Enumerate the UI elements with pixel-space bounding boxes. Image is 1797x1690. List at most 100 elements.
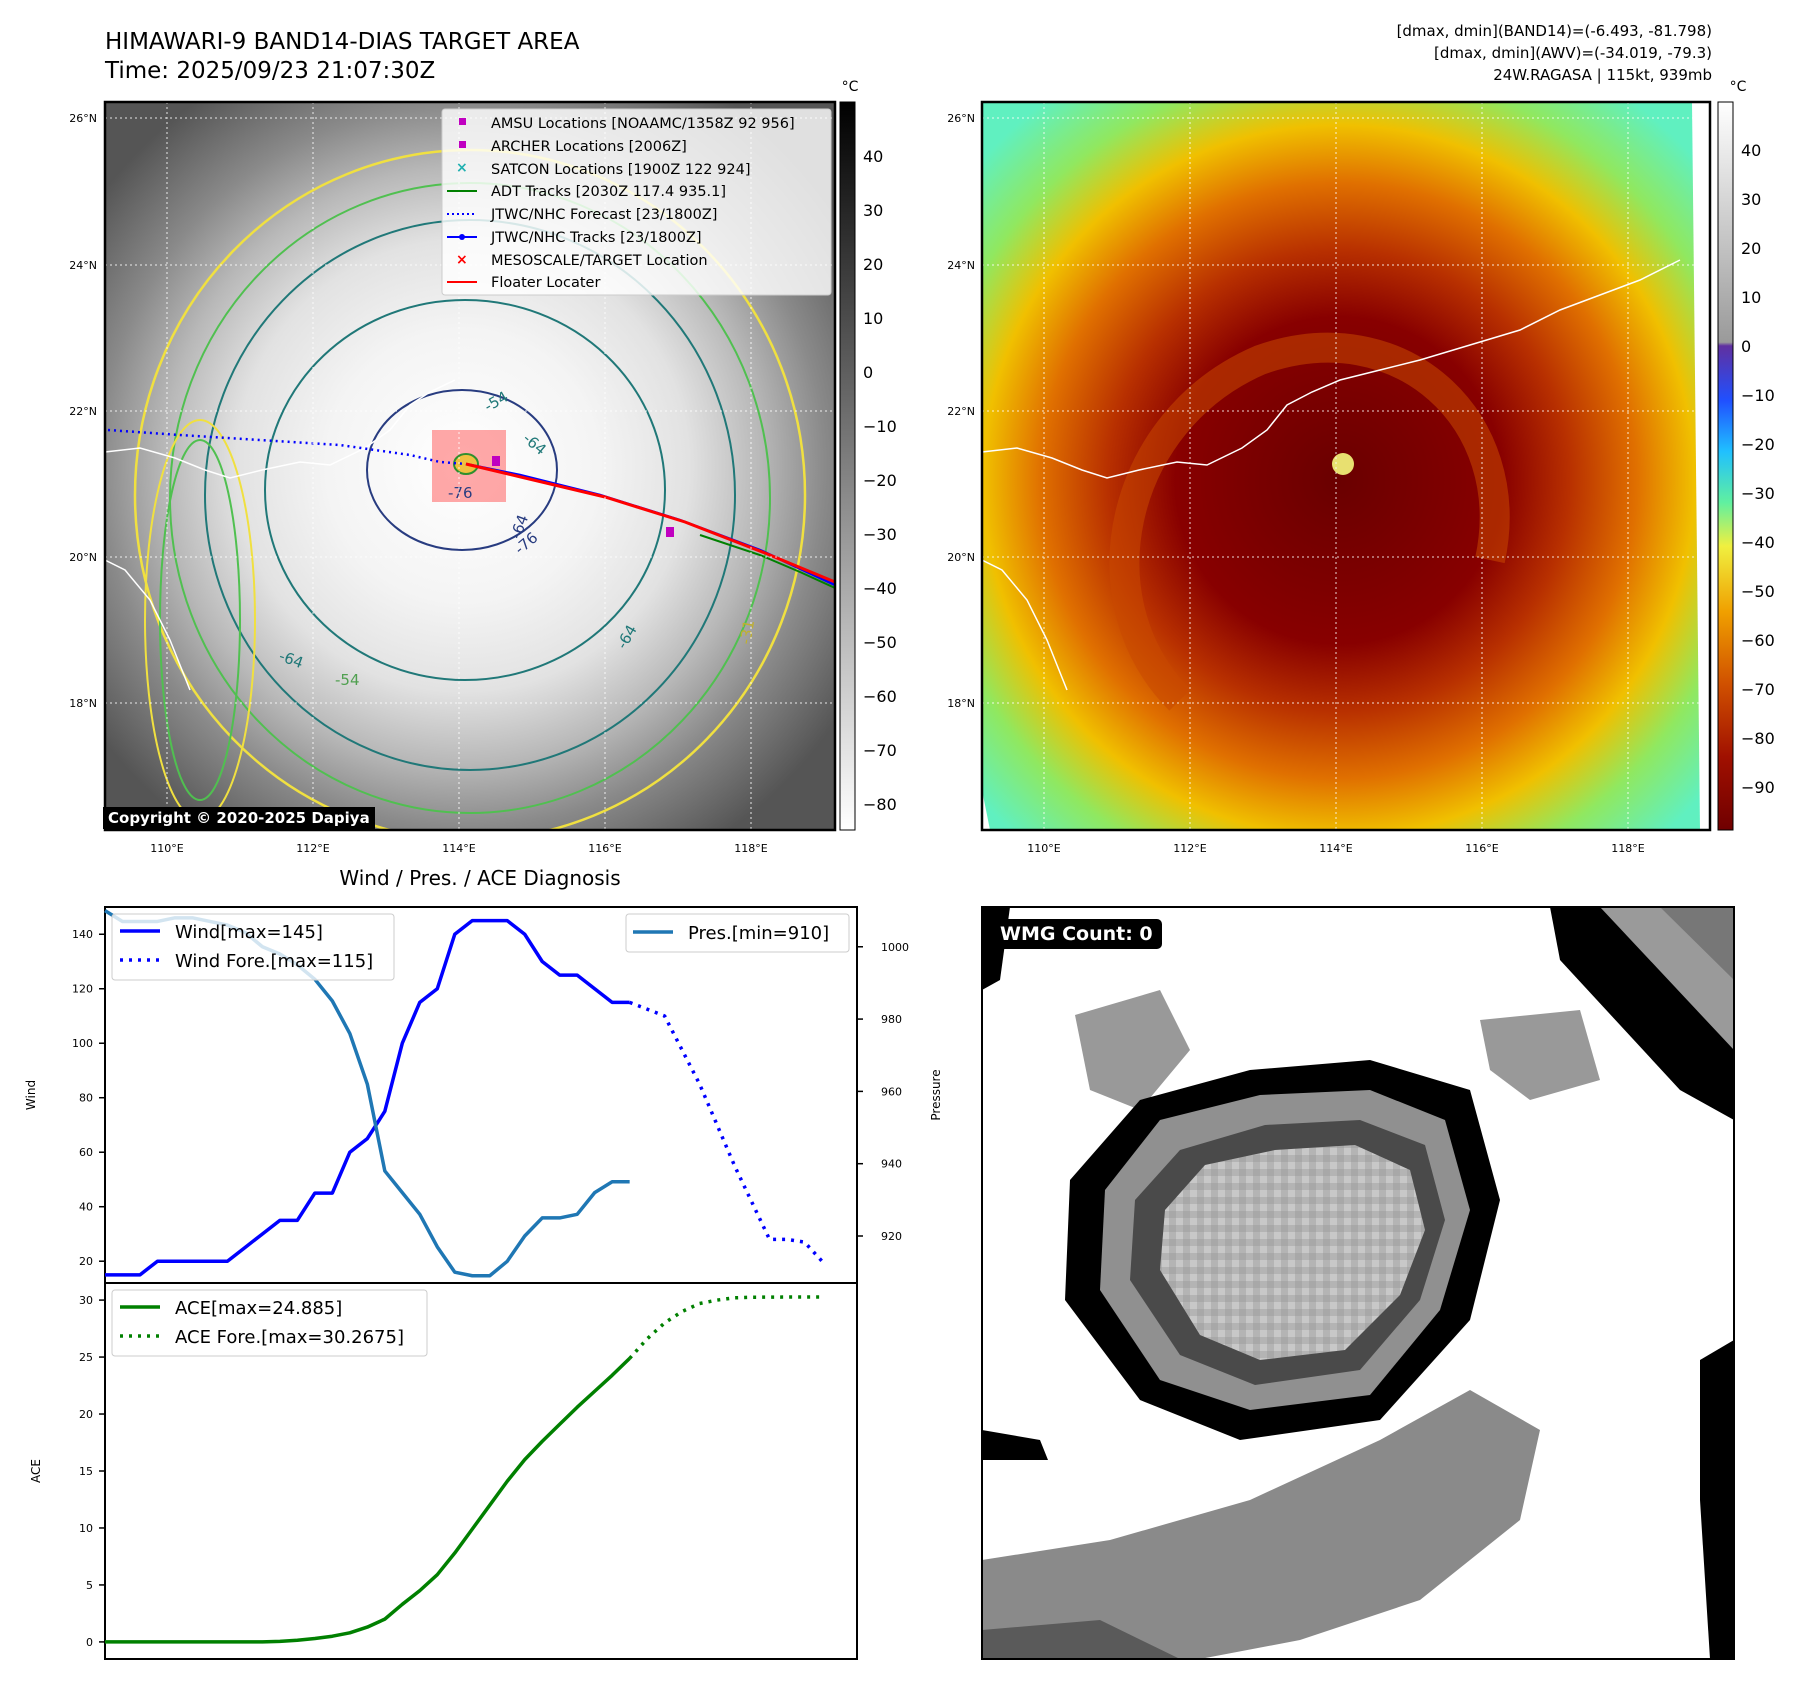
colorbar-tick: −80: [1741, 729, 1775, 748]
wmg-black-sliver: [1700, 1340, 1734, 1659]
contour-teal-inner: [264, 299, 666, 681]
colorbar-tick: 10: [863, 309, 883, 328]
series-line-ace-fore-: [628, 1295, 823, 1360]
legend-label-ace-fore: ACE Fore.[max=30.2675]: [175, 1327, 404, 1348]
colorbar-tick: 10: [1741, 288, 1761, 307]
series-line-wind-fore-: [629, 1000, 824, 1263]
awv-coastline: [982, 259, 1681, 691]
pressure-axis-label: Pressure: [929, 1069, 943, 1120]
ace-tick-label: 10: [79, 1522, 93, 1535]
ir-colorbar: [839, 101, 856, 831]
legend-label-adt: ADT Tracks [2030Z 117.4 935.1]: [491, 184, 726, 200]
colorbar-tick: 30: [863, 201, 883, 220]
pressure-y-ticks: 920 940 960 980 1000: [857, 941, 909, 1243]
pressure-legend-box: [625, 913, 850, 953]
colorbar-tick: −20: [1741, 435, 1775, 454]
wind-tick-label: 20: [79, 1255, 93, 1268]
colorbar-tick: −70: [1741, 680, 1775, 699]
floater-locater-track: [465, 462, 835, 584]
colorbar-tick: −40: [1741, 533, 1775, 552]
ir-map-panel: -54 -64 -76 -76 -64 -64 -54 -64 -31 AMSU…: [69, 79, 897, 855]
coastline: [105, 379, 456, 691]
wind-tick-label: 100: [72, 1037, 93, 1050]
lon-label: 118°E: [1611, 842, 1644, 855]
legend-label-archer: ARCHER Locations [2006Z]: [491, 139, 687, 155]
awv-spiral-band: [1109, 332, 1510, 711]
ace-y-ticks: 0 5 10 15 20 25 30: [79, 1294, 105, 1649]
wmg-bottom-dark-band: [982, 1620, 1180, 1659]
ace-series: [105, 1295, 823, 1644]
legend-marker-amsu: [459, 118, 466, 125]
contour-label: -54: [335, 671, 360, 689]
wmg-lower-grey-band: [982, 1390, 1540, 1659]
wmg-grey-band: [1660, 907, 1734, 980]
colorbar-tick: −30: [863, 525, 897, 544]
wmg-panel: [981, 906, 1735, 1660]
figure-title-line1: HIMAWARI-9 BAND14-DIAS TARGET AREA: [105, 29, 580, 55]
wmg-frame: [981, 906, 1735, 1660]
colorbar-tick: −30: [1741, 484, 1775, 503]
legend-marker-mesoscale: ×: [456, 252, 468, 268]
ir-map-frame: [103, 100, 837, 832]
colorbar-tick: −60: [1741, 631, 1775, 650]
wind-y-ticks: 20 40 60 80 100 120 140: [72, 928, 105, 1268]
wind-legend-box: [111, 913, 395, 981]
legend-label-forecast: JTWC/NHC Forecast [23/1800Z]: [490, 207, 717, 223]
awv-map-lon-labels: 110°E 112°E 114°E 116°E 118°E: [1027, 842, 1644, 855]
colorbar-tick: 30: [1741, 190, 1761, 209]
lat-label: 26°N: [947, 112, 975, 125]
adt-track: [699, 534, 835, 589]
wmg-image: [982, 907, 1734, 1659]
colorbar-tick: 20: [863, 255, 883, 274]
awv-map-panel: 26°N 24°N 22°N 20°N 18°N 110°E 112°E 114…: [947, 79, 1775, 855]
pressure-tick-label: 920: [881, 1230, 902, 1243]
colorbar-tick: −50: [863, 633, 897, 652]
colorbar-tick: −10: [863, 417, 897, 436]
wind-tick-label: 140: [72, 928, 93, 941]
ace-tick-label: 0: [86, 1636, 93, 1649]
awv-colorbar-ticks: 40 30 20 10 0 −10 −20 −30 −40 −50 −60 −7…: [1741, 141, 1775, 797]
info-line2: [dmax, dmin](AWV)=(-34.019, -79.3): [1433, 44, 1712, 62]
wind-legend: Wind[max=145] Wind Fore.[max=115]: [111, 913, 395, 981]
lat-label: 24°N: [947, 259, 975, 272]
ace-tick-label: 25: [79, 1351, 93, 1364]
info-line1: [dmax, dmin](BAND14)=(-6.493, -81.798): [1396, 22, 1712, 40]
series-line-ace: [105, 1357, 631, 1644]
awv-no-data-corner: [982, 790, 990, 830]
wind-axis-label: Wind: [24, 1080, 38, 1110]
legend-marker-archer: [459, 141, 466, 148]
colorbar-tick: −80: [863, 795, 897, 814]
awv-colorbar: [1717, 101, 1734, 831]
ace-legend: ACE[max=24.885] ACE Fore.[max=30.2675]: [111, 1289, 428, 1357]
ir-colorbar-ticks: 40 30 20 10 0 −10 −20 −30 −40 −50 −60 −7…: [863, 147, 897, 814]
colorbar-tick: −70: [863, 741, 897, 760]
colorbar-tick: −50: [1741, 582, 1775, 601]
lat-label: 26°N: [69, 112, 97, 125]
lat-label: 20°N: [947, 551, 975, 564]
map-legend: AMSU Locations [NOAAMC/1358Z 92 956] ARC…: [441, 108, 832, 296]
pressure-legend: Pres.[min=910]: [625, 913, 850, 953]
lon-label: 116°E: [1465, 842, 1498, 855]
lon-label: 112°E: [296, 842, 329, 855]
legend-label-amsu: AMSU Locations [NOAAMC/1358Z 92 956]: [491, 116, 795, 132]
colorbar-tick: −90: [1741, 778, 1775, 797]
legend-label-pressure: Pres.[min=910]: [688, 923, 829, 944]
wmg-grey-patch: [1480, 1010, 1600, 1100]
colorbar-tick: −60: [863, 687, 897, 706]
ir-map-lon-labels: 110°E 112°E 114°E 116°E 118°E: [150, 842, 767, 855]
wmg-eye: [1160, 1145, 1425, 1360]
contour-navy-ring: [366, 389, 558, 551]
awv-colorbar-unit: °C: [1730, 79, 1747, 95]
diagnosis-title: Wind / Pres. / ACE Diagnosis: [339, 866, 620, 890]
awv-map-lat-labels: 26°N 24°N 22°N 20°N 18°N: [947, 112, 975, 710]
ace-tick-label: 20: [79, 1408, 93, 1421]
lon-label: 112°E: [1173, 842, 1206, 855]
lat-label: 20°N: [69, 551, 97, 564]
colorbar-tick: 40: [1741, 141, 1761, 160]
contour-label: -76: [448, 484, 473, 502]
colorbar-tick: 20: [1741, 239, 1761, 258]
pressure-tick-label: 980: [881, 1013, 902, 1026]
ir-colorbar-unit: °C: [842, 79, 859, 95]
lon-label: 114°E: [1319, 842, 1352, 855]
